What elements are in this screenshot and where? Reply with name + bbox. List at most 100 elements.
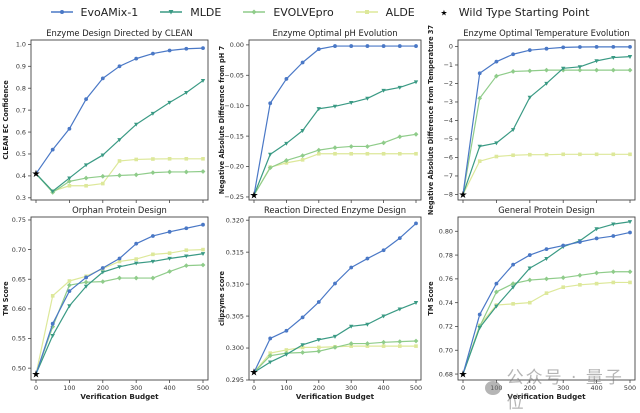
wild-type-star: ★ [250,191,259,202]
data-point [284,161,289,165]
series-line [35,253,204,375]
data-point [332,145,338,151]
series-mlde [253,80,419,196]
y-tick-label: 0.70 [439,346,453,354]
y-tick-label: 0.7 [16,106,26,114]
x-tick-label: 500 [197,384,209,392]
series-line [462,281,630,375]
y-tick-label: 0.50 [12,364,26,372]
data-point [117,64,122,69]
legend-item-alde: ALDE [355,5,415,19]
data-point [527,68,533,74]
x-tick-label: 200 [97,384,109,392]
data-point [284,328,289,333]
data-point [397,339,403,345]
data-point [333,44,337,48]
data-point [284,158,289,163]
data-point [67,178,72,184]
star-icon: ★ [440,9,447,17]
series-line [253,153,416,196]
data-point [67,176,72,181]
data-point [150,170,156,176]
series-evolvepro [462,67,633,195]
figure: Enzyme Design Directed by CLEAN 0.3 0.4 0.5… [2,25,636,401]
data-point [134,261,139,266]
y-tick-label: −0.25 [224,193,244,201]
data-point [365,96,370,101]
data-point [184,156,189,161]
y-tick-label: 0.74 [439,299,453,307]
data-point [511,302,515,306]
data-point [332,345,338,350]
data-point [117,256,122,261]
data-point [628,44,632,49]
data-point [627,269,633,275]
x-axis-label: Verification Budget [80,392,159,401]
data-point [117,265,122,270]
data-point [594,281,599,286]
data-point [594,236,599,241]
data-point [544,81,549,86]
data-point [50,294,55,298]
data-point [561,66,566,71]
data-point [333,281,337,286]
data-point [594,67,599,73]
data-point [201,247,205,252]
y-tick-label: 0.72 [439,323,453,331]
data-point [67,126,72,131]
data-point [67,282,72,288]
data-point [397,44,402,48]
legend-item-mlde: MLDE [160,6,221,19]
y-tick-label: 0.9 [16,63,26,71]
data-point [494,154,499,159]
y-tick-label: 0.3 [16,194,26,202]
data-point [150,259,156,264]
data-point [578,45,582,49]
data-point [317,345,321,350]
data-point [381,44,386,48]
data-point [381,344,386,348]
legend-label: ALDE [385,5,415,19]
data-point [365,341,370,346]
axes-frame [457,216,636,381]
data-point [316,300,321,304]
data-point [151,234,155,238]
data-point [300,315,305,320]
data-point [183,169,189,175]
data-point [627,220,633,225]
x-tick-label: 500 [410,384,422,392]
data-point [627,55,633,59]
y-tick-label: 0 [449,43,453,51]
data-point [594,44,599,49]
data-point [577,272,583,278]
data-point [316,348,322,354]
data-point [317,151,321,156]
data-point [67,183,72,188]
data-point [300,345,305,350]
data-point [544,152,549,157]
data-point [117,138,122,143]
data-point [414,221,418,226]
data-point [133,172,139,178]
y-axis-label: TM Score [427,281,435,316]
series-evoamix-1 [35,46,205,175]
data-point [300,158,305,162]
data-point [134,122,139,127]
data-point [300,153,305,158]
series-evoamix-1 [462,44,632,195]
data-point [67,279,72,283]
subplot-title: Enzyme Optimal Temperature Evolution [463,28,629,38]
data-point [511,153,515,158]
data-point [365,322,370,327]
data-point [284,348,289,352]
wild-type-star: ★ [32,369,41,380]
series-line [253,81,417,196]
data-point [611,234,616,238]
data-point [381,140,386,146]
y-tick-label: −1 [444,61,453,69]
data-point [610,269,616,275]
series-mlde [253,301,419,373]
data-point [83,163,89,168]
y-tick-label: −7 [444,172,453,180]
data-point [184,226,189,231]
